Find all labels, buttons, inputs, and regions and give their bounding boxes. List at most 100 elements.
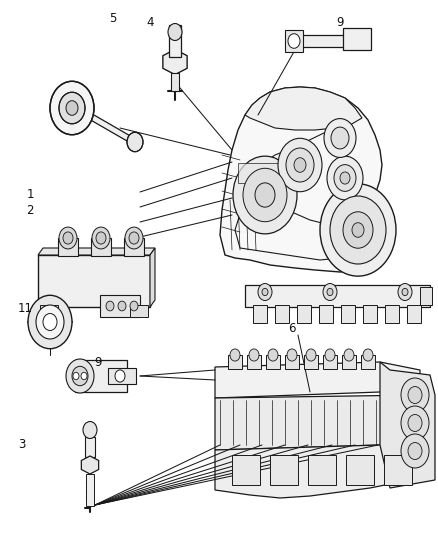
Circle shape [50, 82, 94, 135]
Circle shape [326, 288, 332, 296]
Circle shape [72, 366, 88, 386]
Bar [108, 368, 136, 384]
Circle shape [81, 373, 87, 379]
Circle shape [83, 422, 97, 439]
Circle shape [407, 415, 421, 432]
Circle shape [400, 378, 428, 412]
Circle shape [233, 156, 297, 234]
Circle shape [362, 349, 372, 361]
Text: 6: 6 [106, 295, 113, 309]
Circle shape [59, 227, 77, 249]
Circle shape [130, 301, 138, 311]
Circle shape [168, 23, 182, 41]
Text: 4: 4 [146, 15, 153, 28]
Bar [85, 437, 95, 457]
Circle shape [96, 232, 106, 244]
Bar [247, 355, 261, 369]
Polygon shape [81, 456, 99, 474]
Circle shape [66, 101, 78, 115]
Circle shape [333, 165, 355, 191]
Bar [274, 305, 288, 323]
Circle shape [330, 127, 348, 149]
Text: 11: 11 [18, 302, 32, 314]
Circle shape [127, 132, 143, 152]
Circle shape [129, 232, 139, 244]
Polygon shape [219, 87, 381, 272]
Bar [91, 238, 111, 256]
Circle shape [277, 138, 321, 192]
Circle shape [286, 349, 297, 361]
Text: 2: 2 [26, 204, 34, 216]
Bar [303, 355, 317, 369]
Circle shape [73, 373, 79, 379]
Circle shape [43, 313, 57, 330]
Polygon shape [162, 50, 187, 75]
Polygon shape [215, 395, 419, 455]
Circle shape [92, 227, 110, 249]
Circle shape [248, 349, 258, 361]
Circle shape [351, 223, 363, 237]
Circle shape [293, 158, 305, 172]
Bar [40, 305, 58, 317]
Circle shape [125, 227, 143, 249]
Bar [322, 355, 336, 369]
Circle shape [287, 34, 299, 49]
Bar [284, 30, 302, 52]
Circle shape [400, 406, 428, 440]
Bar [265, 355, 279, 369]
Bar [342, 28, 370, 50]
Text: 9: 9 [336, 15, 343, 28]
Bar [284, 355, 298, 369]
Bar [269, 455, 297, 485]
Bar [227, 355, 241, 369]
Bar [237, 163, 291, 183]
Circle shape [401, 288, 407, 296]
Bar [169, 25, 180, 57]
Bar [75, 360, 127, 392]
Circle shape [63, 232, 73, 244]
Circle shape [115, 370, 125, 382]
Text: 6: 6 [288, 321, 295, 335]
Bar [340, 305, 354, 323]
Bar [294, 35, 349, 47]
Polygon shape [215, 445, 419, 498]
Circle shape [285, 148, 313, 182]
Circle shape [243, 168, 286, 222]
Polygon shape [38, 248, 155, 255]
Bar [252, 305, 266, 323]
Bar [384, 305, 398, 323]
Bar [244, 285, 429, 307]
Bar [130, 305, 148, 317]
Circle shape [267, 349, 277, 361]
Text: 5: 5 [109, 12, 117, 25]
Bar [341, 355, 355, 369]
Text: 9: 9 [94, 356, 102, 368]
Bar [86, 474, 94, 506]
Text: 3: 3 [18, 439, 26, 451]
Circle shape [397, 284, 411, 301]
Circle shape [323, 118, 355, 157]
Circle shape [254, 183, 274, 207]
Circle shape [407, 386, 421, 403]
Bar [124, 238, 144, 256]
Circle shape [329, 196, 385, 264]
Circle shape [59, 92, 85, 124]
Circle shape [343, 349, 353, 361]
Text: 1: 1 [26, 189, 34, 201]
Circle shape [230, 349, 240, 361]
Bar [38, 255, 150, 307]
Circle shape [106, 301, 114, 311]
Bar [100, 295, 140, 317]
Bar [419, 287, 431, 305]
Bar [231, 455, 259, 485]
Circle shape [326, 156, 362, 200]
Circle shape [339, 172, 349, 184]
Bar [406, 305, 420, 323]
Bar [307, 455, 335, 485]
Circle shape [36, 305, 64, 339]
Bar [362, 305, 376, 323]
Circle shape [261, 288, 267, 296]
Polygon shape [85, 110, 138, 148]
Circle shape [407, 442, 421, 459]
Circle shape [118, 301, 126, 311]
